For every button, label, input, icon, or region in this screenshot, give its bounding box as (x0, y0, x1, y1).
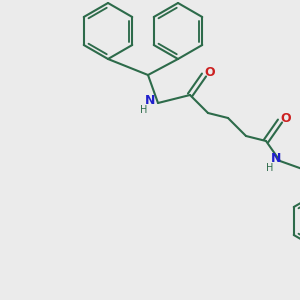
Text: N: N (271, 152, 281, 164)
Text: N: N (145, 94, 155, 107)
Text: O: O (205, 65, 215, 79)
Text: H: H (140, 105, 148, 115)
Text: O: O (281, 112, 291, 124)
Text: H: H (266, 163, 274, 173)
